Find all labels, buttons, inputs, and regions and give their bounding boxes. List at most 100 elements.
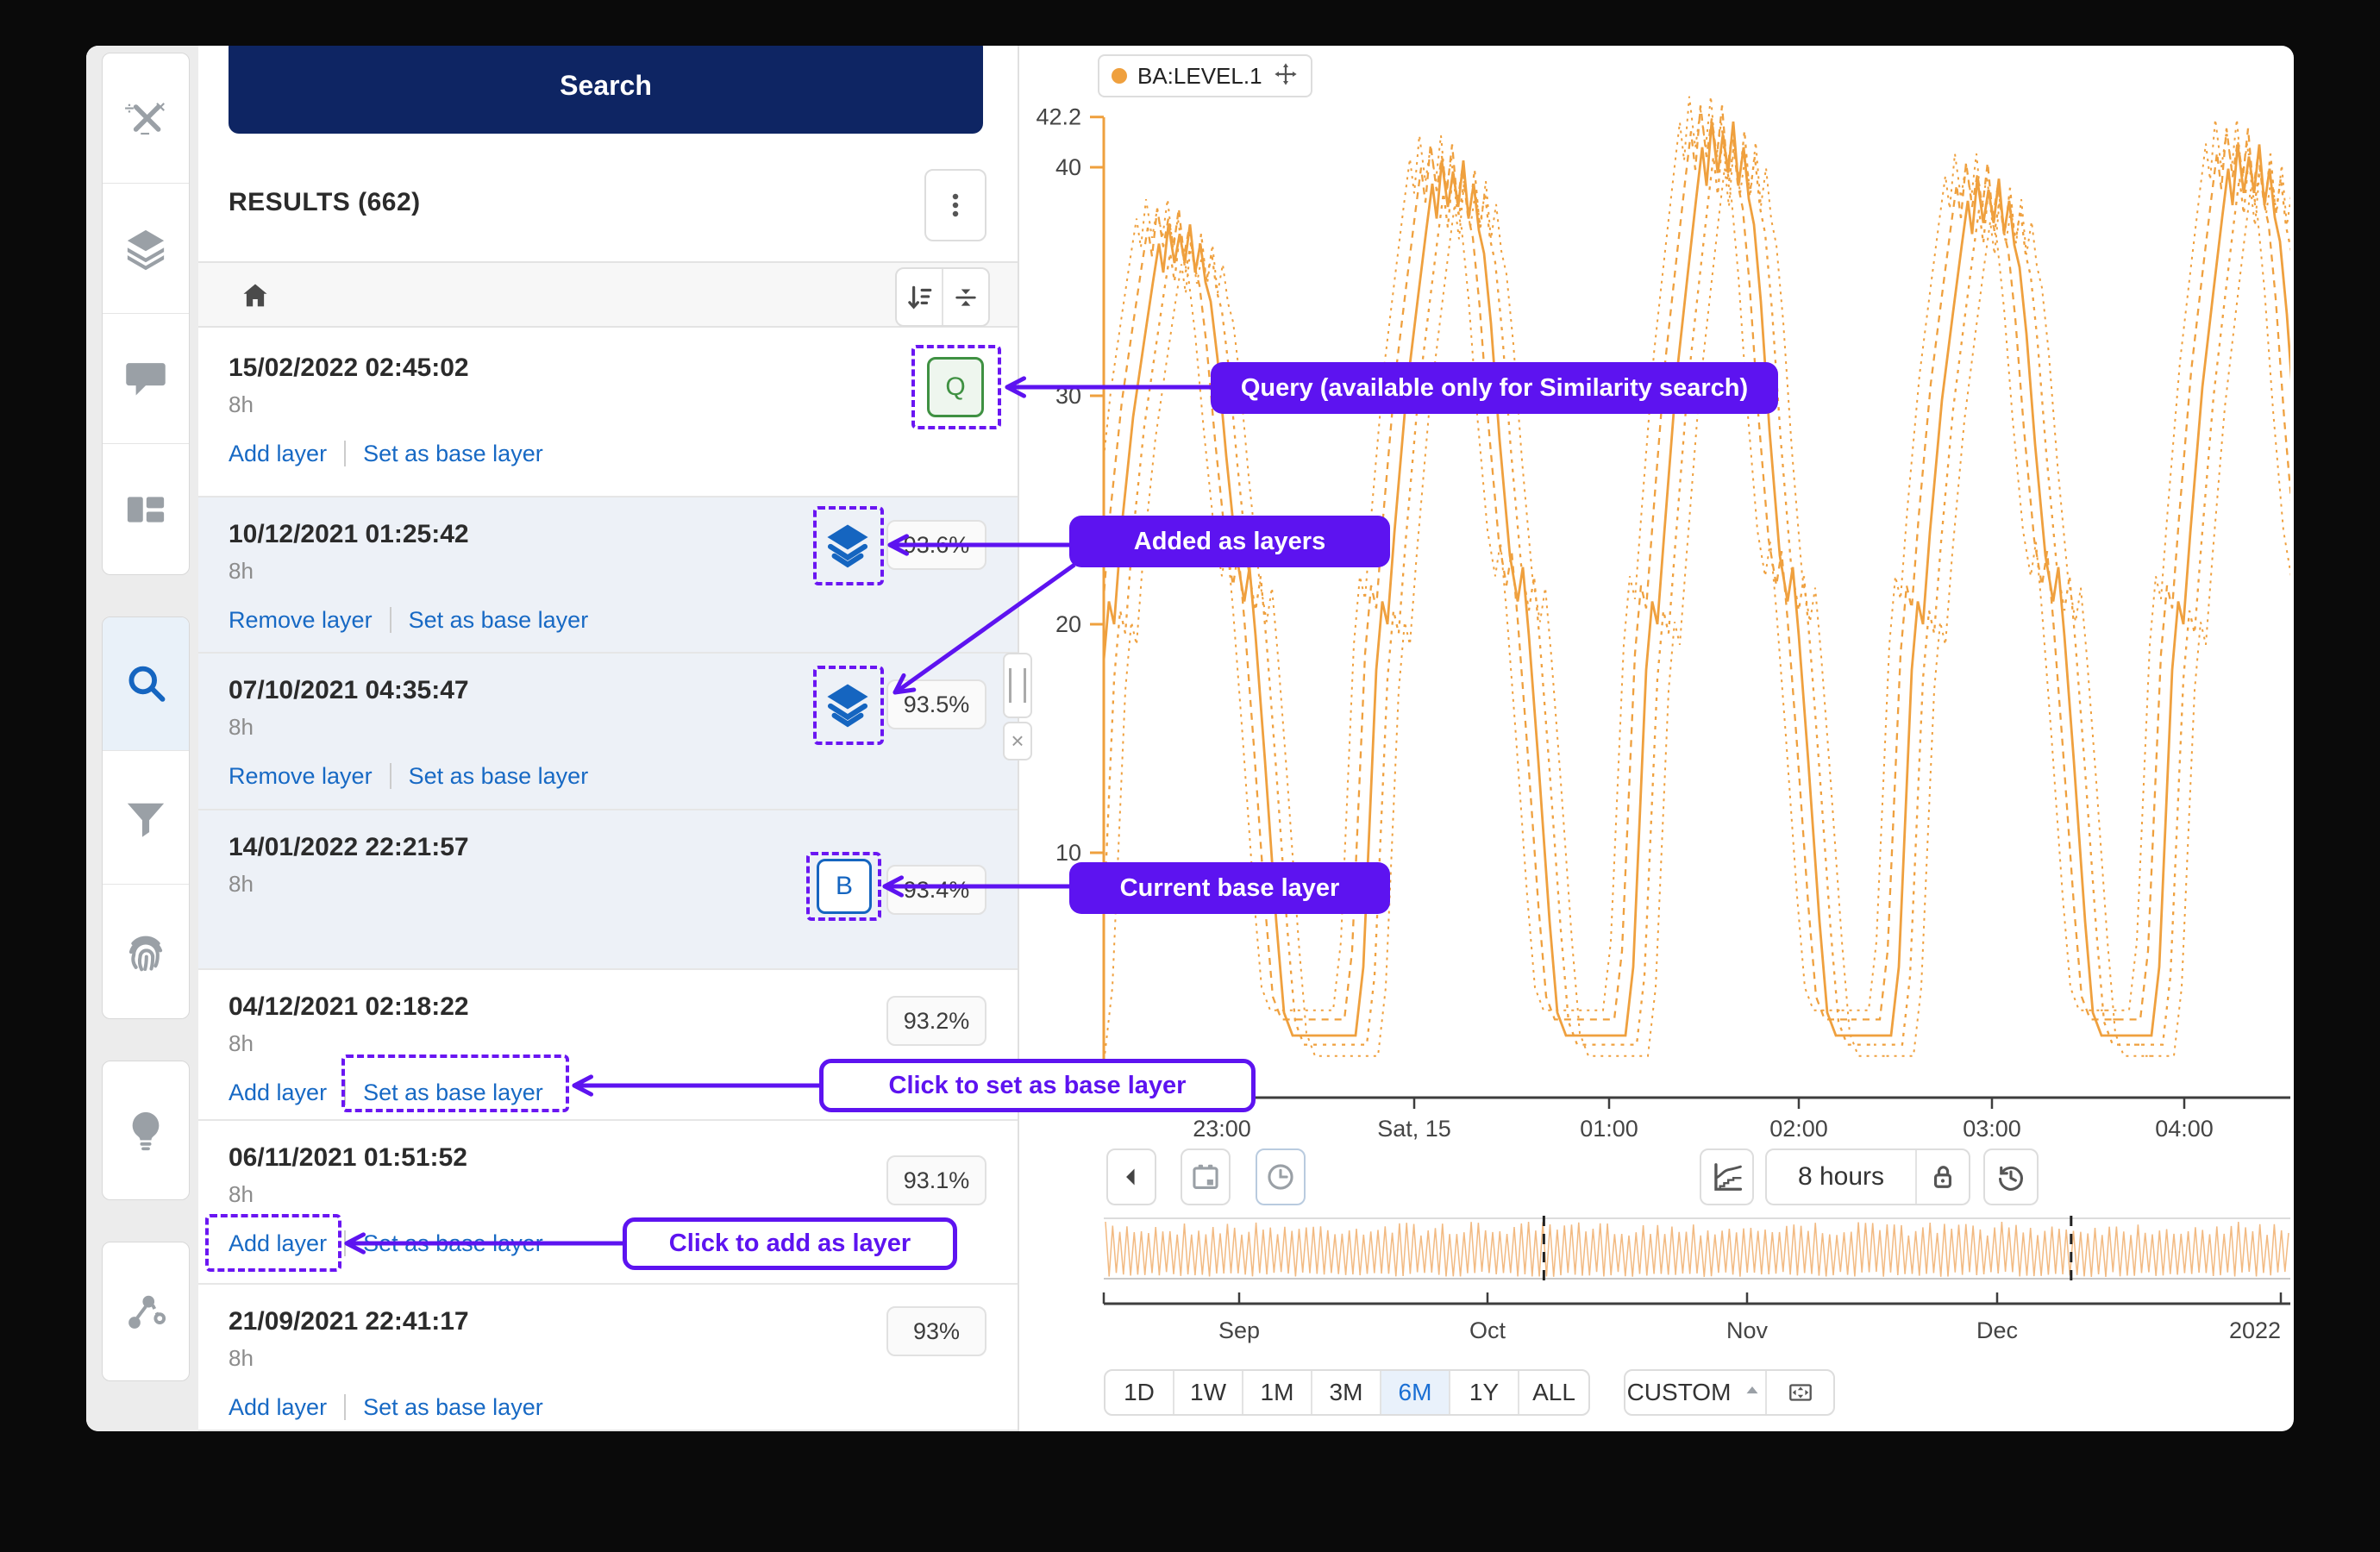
sidebar-item-lightbulb[interactable]	[103, 1061, 189, 1199]
series-legend-chip[interactable]: BA:LEVEL.1	[1098, 54, 1312, 97]
link-separator	[344, 1394, 347, 1420]
sidebar-item-node-graph[interactable]	[103, 1242, 189, 1380]
trend-step-icon	[1713, 1163, 1742, 1191]
set-base-link[interactable]: Set as base layer	[408, 763, 589, 789]
link-separator	[389, 763, 391, 789]
add-link[interactable]: Add layer	[229, 441, 328, 466]
remove-link[interactable]: Remove layer	[229, 607, 373, 633]
query-badge: Q	[927, 357, 984, 417]
link-separator	[389, 607, 391, 633]
svg-text:Sep: Sep	[1218, 1317, 1260, 1343]
result-date: 10/12/2021 01:25:42	[229, 520, 469, 548]
panel-close-button[interactable]: ×	[1003, 722, 1032, 760]
time-window-label: 8 hours	[1767, 1150, 1917, 1204]
lock-icon[interactable]	[1917, 1150, 1969, 1204]
pan-left-button[interactable]	[1106, 1148, 1156, 1205]
sidebar-item-fingerprint[interactable]	[103, 885, 189, 1018]
layer-badge-icon	[819, 677, 876, 734]
result-row[interactable]: 15/02/2022 02:45:02 8h Add layer Set as ba…	[198, 331, 1018, 498]
kebab-menu-icon	[952, 193, 959, 217]
sidebar-group	[102, 1061, 190, 1200]
trend-chart[interactable]: 42.2 40 30 20 10 23:00 Sat, 15 01:00 02:00 03:00 0…	[86, 46, 2294, 1431]
history-button[interactable]	[1983, 1148, 2039, 1205]
svg-text:03:00: 03:00	[1963, 1116, 2021, 1142]
svg-text:Sat, 15: Sat, 15	[1377, 1116, 1451, 1142]
chart-type-button[interactable]	[1700, 1148, 1754, 1205]
expand-icon-button[interactable]	[1767, 1371, 1833, 1414]
time-window-control[interactable]: 8 hours	[1765, 1148, 1970, 1205]
calendar-icon	[1193, 1164, 1218, 1190]
range-button-1d[interactable]: 1D	[1105, 1371, 1174, 1414]
set-base-link[interactable]: Set as base layer	[363, 441, 543, 466]
calculations-icon: ÷ ×−	[125, 98, 166, 141]
sidebar-item-search[interactable]	[103, 617, 189, 751]
home-icon[interactable]	[240, 280, 271, 311]
add-link[interactable]: Add layer	[229, 1080, 328, 1105]
link-separator	[344, 441, 347, 466]
clock-icon	[1268, 1164, 1293, 1190]
move-icon[interactable]	[1273, 61, 1299, 91]
custom-range-control: CUSTOM	[1624, 1369, 1835, 1416]
sidebar-item-comment[interactable]	[103, 314, 189, 444]
svg-text:Nov: Nov	[1726, 1317, 1769, 1343]
set-base-link[interactable]: Set as base layer	[363, 1080, 543, 1105]
sidebar-item-filter[interactable]	[103, 751, 189, 885]
annotation-box-add-layer-link	[205, 1214, 341, 1272]
calendar-button[interactable]	[1181, 1148, 1231, 1205]
svg-text:01:00: 01:00	[1580, 1116, 1638, 1142]
similarity-score: 93%	[886, 1306, 986, 1356]
add-link[interactable]: Add layer	[229, 1230, 328, 1256]
node-graph-icon	[128, 1295, 166, 1329]
svg-text:23:00: 23:00	[1193, 1116, 1251, 1142]
search-button[interactable]: Search	[229, 46, 983, 134]
range-button-1y[interactable]: 1Y	[1450, 1371, 1519, 1414]
range-button-6m[interactable]: 6M	[1381, 1371, 1450, 1414]
remove-link[interactable]: Remove layer	[229, 763, 373, 789]
result-actions: Add layer Set as base layer	[229, 1392, 1018, 1423]
annotation-box-layer-1	[813, 506, 884, 585]
result-date: 15/02/2022 02:45:02	[229, 354, 469, 382]
series-color-dot	[1112, 68, 1127, 84]
triangle-up-icon	[1746, 1386, 1758, 1393]
svg-text:40: 40	[1055, 154, 1081, 180]
layers-icon	[127, 229, 165, 271]
collapse-all-button[interactable]	[943, 269, 988, 325]
app-window: ÷ × − Search RESULTS (662) 15/02/2022 02:4…	[86, 46, 2294, 1431]
range-button-all[interactable]: ALL	[1532, 1379, 1575, 1405]
sidebar-item-dashboard[interactable]	[103, 444, 189, 574]
callout-added-layers: Added as layers	[1069, 516, 1390, 567]
range-button-1w[interactable]: 1W	[1174, 1371, 1243, 1414]
sidebar-group	[102, 1242, 190, 1381]
left-toolbar: ÷ × −	[86, 46, 199, 1431]
custom-range-button[interactable]: CUSTOM	[1625, 1371, 1767, 1414]
range-button-1m[interactable]: 1M	[1243, 1371, 1312, 1414]
result-duration: 8h	[229, 391, 254, 417]
lock-icon	[1933, 1166, 1952, 1188]
callout-set-base: Click to set as base layer	[819, 1059, 1256, 1112]
callout-query: Query (available only for Similarity sea…	[1211, 362, 1778, 414]
time-range-selector: 1D 1W 1M 3M 6M 1Y ALL	[1104, 1369, 1590, 1416]
sort-descending-icon	[908, 285, 932, 310]
range-button-3m[interactable]: 3M	[1312, 1371, 1381, 1414]
result-row[interactable]: 21/09/2021 22:41:17 8h Add layer Set as ba…	[198, 1285, 1018, 1431]
sidebar-item-calculations[interactable]: ÷ × −	[103, 53, 189, 184]
time-button[interactable]	[1256, 1148, 1306, 1205]
set-base-link[interactable]: Set as base layer	[363, 1394, 543, 1420]
set-base-link[interactable]: Set as base layer	[408, 607, 589, 633]
result-date: 07/10/2021 04:35:47	[229, 676, 469, 704]
add-link[interactable]: Add layer	[229, 1394, 328, 1420]
sidebar-item-layers[interactable]	[103, 184, 189, 314]
search-icon	[128, 666, 166, 702]
result-row[interactable]: 04/12/2021 02:18:22 8h Add layer Set as ba…	[198, 970, 1018, 1121]
result-date: 14/01/2022 22:21:57	[229, 833, 469, 861]
chevron-left-icon	[1126, 1168, 1135, 1186]
move-icon	[1274, 62, 1297, 85]
annotation-box-set-base-link	[341, 1054, 569, 1112]
home-icon	[243, 284, 267, 307]
results-menu-button[interactable]	[924, 169, 986, 241]
layer-badge-icon	[819, 517, 876, 574]
svg-text:30: 30	[1055, 383, 1081, 409]
sort-descending-button[interactable]	[897, 269, 943, 325]
series-name: BA:LEVEL.1	[1137, 62, 1262, 89]
result-date: 04/12/2021 02:18:22	[229, 992, 469, 1021]
